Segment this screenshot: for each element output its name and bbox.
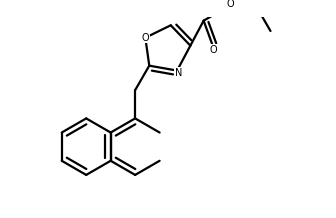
Text: O: O [141,33,149,43]
Text: O: O [226,0,234,9]
Text: N: N [175,68,182,78]
Text: O: O [209,45,217,55]
